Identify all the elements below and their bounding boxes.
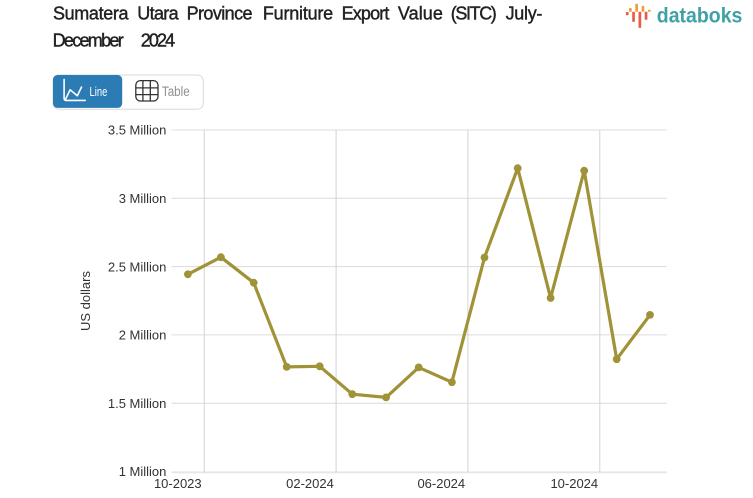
svg-text:Table: Table: [162, 84, 190, 99]
svg-text:Sumatera: Sumatera: [53, 3, 129, 23]
svg-text:December: December: [53, 30, 124, 50]
svg-text:06-2024: 06-2024: [417, 476, 465, 491]
svg-text:2024: 2024: [141, 30, 175, 50]
svg-text:1.5 Million: 1.5 Million: [108, 396, 167, 411]
svg-text:3 Million: 3 Million: [119, 191, 167, 206]
svg-text:Furniture: Furniture: [263, 3, 333, 23]
svg-text:02-2024: 02-2024: [286, 476, 334, 491]
svg-text:Province: Province: [187, 3, 253, 23]
svg-text:Line: Line: [90, 84, 108, 99]
svg-text:2.5 Million: 2.5 Million: [108, 259, 167, 274]
svg-text:3.5 Million: 3.5 Million: [108, 123, 167, 138]
svg-text:July-: July-: [506, 3, 543, 23]
svg-text:Export: Export: [342, 3, 390, 23]
svg-text:databoks: databoks: [657, 5, 743, 28]
svg-text:US dollars: US dollars: [78, 271, 93, 331]
svg-text:2 Million: 2 Million: [119, 328, 167, 343]
svg-text:Utara: Utara: [137, 3, 179, 23]
svg-text:Value: Value: [398, 3, 443, 23]
svg-text:10-2024: 10-2024: [550, 476, 598, 491]
svg-text:(SITC): (SITC): [451, 3, 497, 23]
svg-text:1 Million: 1 Million: [119, 464, 167, 479]
svg-text:10-2023: 10-2023: [154, 476, 202, 491]
